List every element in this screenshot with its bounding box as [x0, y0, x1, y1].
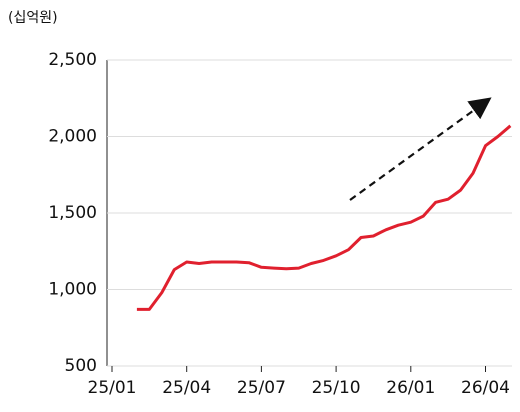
x-tick-label: 25/07 — [237, 378, 286, 398]
y-tick-label: 2,000 — [48, 127, 97, 147]
trend-arrow — [349, 97, 492, 201]
x-tick-label: 25/04 — [162, 378, 211, 398]
y-tick-label: 1,500 — [48, 203, 97, 223]
data-line — [136, 124, 512, 311]
x-tick-label: 26/04 — [461, 378, 510, 398]
y-tick-label: 1,000 — [48, 280, 97, 300]
unit-label: (십억원) — [8, 10, 58, 26]
y-tick-label: 500 — [65, 356, 97, 376]
x-tick-label: 26/01 — [386, 378, 435, 398]
x-tick-label: 25/01 — [88, 378, 137, 398]
x-tick-label: 25/10 — [312, 378, 361, 398]
y-tick-label: 2,500 — [48, 50, 97, 70]
